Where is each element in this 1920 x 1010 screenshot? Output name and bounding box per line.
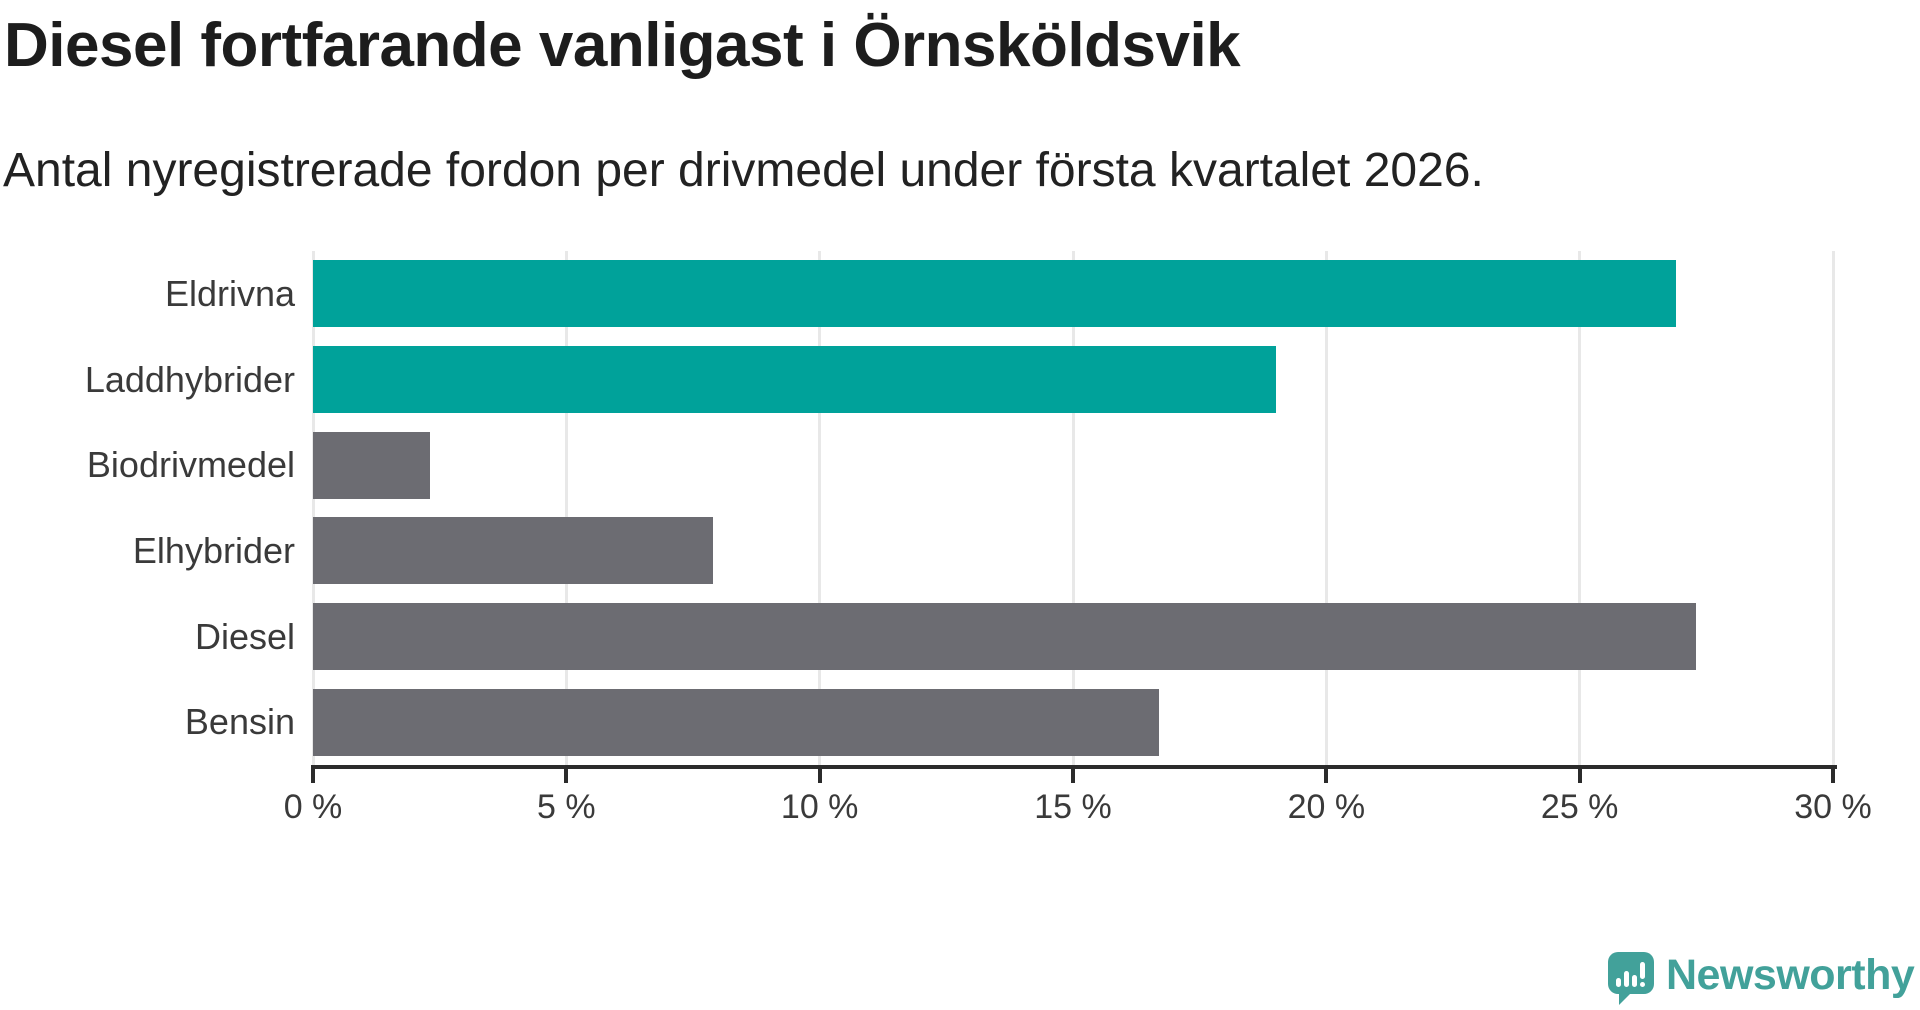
bar	[313, 346, 1276, 413]
newsworthy-logo-text: Newsworthy	[1666, 951, 1915, 999]
bar	[313, 260, 1676, 328]
bar-label: Bensin	[184, 701, 295, 743]
x-axis-tick	[1831, 765, 1835, 783]
gridline	[564, 251, 568, 765]
x-axis-tick-label: 10 %	[780, 788, 859, 826]
bar	[313, 517, 714, 585]
chart-subtitle: Antal nyregistrerade fordon per drivmede…	[3, 144, 1484, 197]
speech-bubble-tail	[1619, 992, 1632, 1005]
bar	[313, 603, 1697, 670]
x-axis-tick-label: 25 %	[1540, 788, 1619, 826]
x-axis-tick	[564, 765, 569, 783]
bar-label: Diesel	[194, 615, 295, 657]
bar	[313, 431, 430, 499]
x-axis-tick	[817, 765, 822, 783]
bar-label: Laddhybrider	[84, 358, 295, 400]
logo-mini-bar	[1616, 978, 1621, 987]
speech-bubble-icon	[1608, 952, 1654, 994]
x-axis-tick	[311, 765, 315, 783]
x-axis-tick-label: 0 %	[283, 788, 343, 826]
x-axis-tick	[1577, 765, 1582, 783]
bar-label: Elhybrider	[132, 529, 295, 571]
newsworthy-logo-icon	[1608, 952, 1654, 1005]
gridline	[1071, 251, 1075, 765]
gridline	[1324, 251, 1328, 765]
gridline	[818, 251, 822, 765]
newsworthy-logo: Newsworthy	[1606, 946, 1916, 1008]
x-axis-tick-label: 5 %	[537, 788, 596, 826]
x-axis-tick	[1324, 765, 1329, 783]
bar-chart-exclamation-icon	[1616, 960, 1646, 987]
logo-mini-bar	[1632, 975, 1637, 987]
x-axis-tick-label: 15 %	[1034, 788, 1112, 826]
x-axis-tick-label: 20 %	[1287, 788, 1366, 826]
chart-title: Diesel fortfarande vanligast i Örnskölds…	[4, 11, 1241, 80]
bar-label: Eldrivna	[164, 272, 295, 314]
gridline	[1831, 251, 1835, 765]
bar	[313, 688, 1160, 756]
bar-label: Biodrivmedel	[86, 444, 295, 486]
logo-exclamation	[1640, 962, 1645, 987]
x-axis-tick	[1071, 765, 1075, 783]
x-axis-tick-label: 30 %	[1794, 788, 1872, 826]
gridline	[1578, 251, 1582, 765]
logo-mini-bar	[1624, 971, 1629, 987]
gridline	[311, 251, 315, 765]
